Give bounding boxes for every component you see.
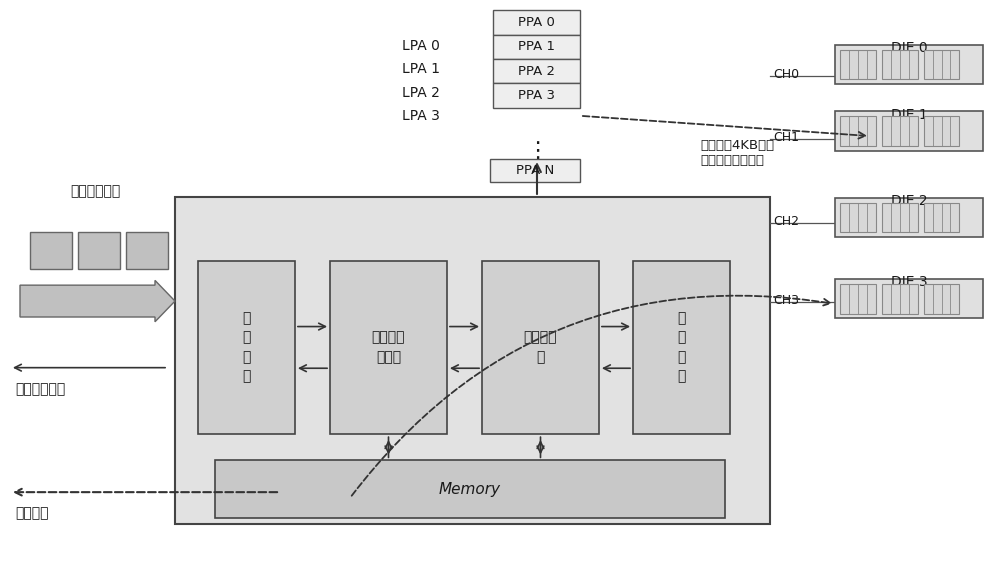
Text: DIE 1: DIE 1 — [891, 108, 927, 122]
Bar — [835, 279, 983, 318]
Bar — [882, 50, 918, 79]
Bar — [835, 198, 983, 237]
Text: 后
端
模
块: 后 端 模 块 — [677, 311, 686, 384]
Text: 数据传输控制: 数据传输控制 — [15, 382, 65, 396]
Bar — [493, 35, 580, 59]
FancyArrow shape — [20, 280, 175, 322]
Text: 映射表管
理: 映射表管 理 — [524, 331, 557, 364]
Bar — [633, 261, 730, 434]
Bar — [835, 111, 983, 151]
Bar — [215, 460, 725, 518]
Bar — [493, 59, 580, 83]
Text: PPA 2: PPA 2 — [518, 65, 555, 78]
Bar — [882, 284, 918, 314]
Text: CH2: CH2 — [773, 215, 799, 228]
Bar — [924, 116, 959, 146]
Text: 主机读写请求: 主机读写请求 — [70, 184, 120, 198]
Text: LPA 1: LPA 1 — [402, 63, 440, 76]
Text: CH1: CH1 — [773, 131, 799, 144]
Text: ⋮: ⋮ — [526, 141, 548, 160]
Bar — [882, 116, 918, 146]
Bar — [493, 10, 580, 35]
Text: PPA 0: PPA 0 — [518, 16, 555, 29]
Text: 指示对应4KB数据
所存储的物理地址: 指示对应4KB数据 所存储的物理地址 — [700, 139, 774, 167]
Text: LPA 3: LPA 3 — [402, 109, 440, 123]
Bar — [490, 159, 580, 182]
Text: 读写缓冲
区管理: 读写缓冲 区管理 — [372, 331, 405, 364]
Bar — [835, 45, 983, 84]
Bar — [78, 232, 120, 269]
Bar — [924, 284, 959, 314]
Text: LPA 2: LPA 2 — [402, 86, 440, 100]
Bar — [493, 83, 580, 108]
Bar — [330, 261, 447, 434]
Text: LPA 0: LPA 0 — [402, 39, 440, 53]
Text: CH3: CH3 — [773, 294, 799, 307]
Text: PPA N: PPA N — [516, 164, 554, 177]
Bar — [840, 203, 876, 233]
Bar — [482, 261, 599, 434]
Bar — [840, 116, 876, 146]
Bar — [840, 284, 876, 314]
Text: 数据传输: 数据传输 — [15, 507, 48, 521]
Text: 前
端
模
块: 前 端 模 块 — [242, 311, 251, 384]
Text: Memory: Memory — [439, 482, 501, 497]
Bar — [882, 203, 918, 233]
Text: DIE 3: DIE 3 — [891, 276, 927, 290]
Text: PPA 1: PPA 1 — [518, 41, 555, 53]
Bar — [126, 232, 168, 269]
Bar — [924, 203, 959, 233]
Text: DIE 0: DIE 0 — [891, 41, 927, 55]
Text: PPA 3: PPA 3 — [518, 89, 555, 102]
Bar — [175, 197, 770, 524]
Text: DIE 2: DIE 2 — [891, 195, 927, 208]
Bar — [30, 232, 72, 269]
Bar — [924, 50, 959, 79]
Text: CH0: CH0 — [773, 68, 799, 81]
Bar — [840, 50, 876, 79]
Bar — [198, 261, 295, 434]
